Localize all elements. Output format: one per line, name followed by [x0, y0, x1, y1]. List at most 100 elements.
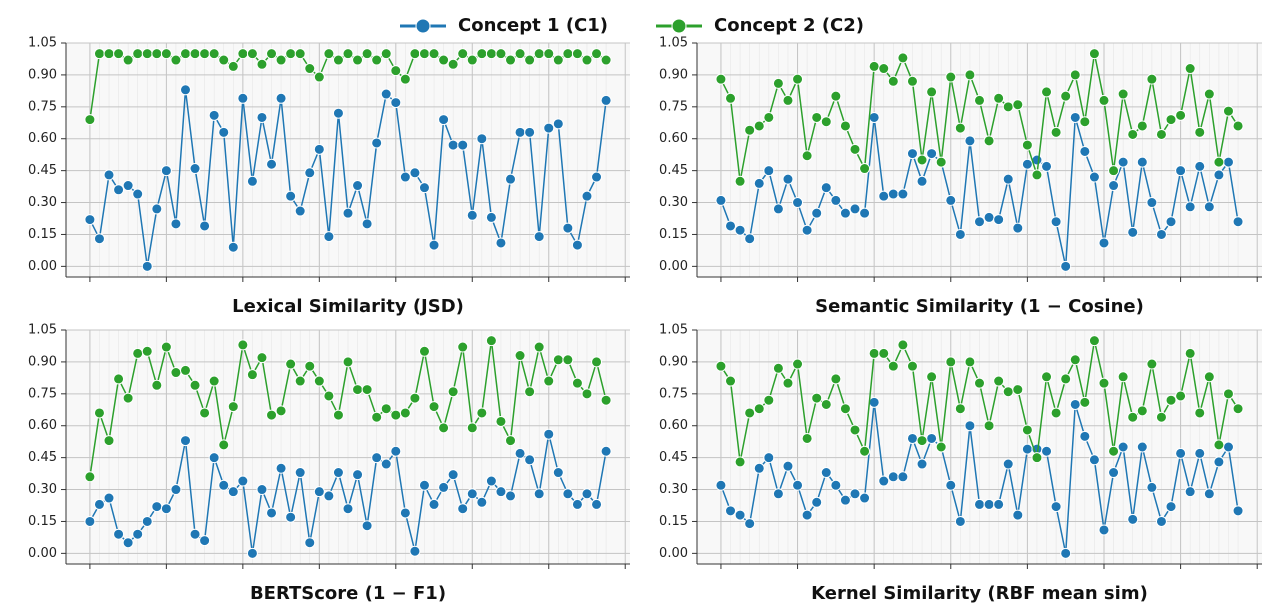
data-point	[380, 403, 392, 415]
data-point	[132, 48, 144, 60]
data-point	[1127, 411, 1139, 423]
data-point	[495, 237, 507, 249]
data-point	[266, 409, 278, 421]
data-point	[371, 54, 383, 66]
data-point	[514, 447, 526, 459]
data-point	[1098, 94, 1110, 106]
data-point	[830, 90, 842, 102]
data-point	[945, 479, 957, 491]
data-point	[428, 48, 440, 60]
data-point	[313, 375, 325, 387]
data-point	[294, 48, 306, 60]
data-point	[1222, 388, 1234, 400]
data-point	[103, 169, 115, 181]
data-point	[332, 107, 344, 119]
data-point	[859, 207, 871, 219]
data-point	[266, 158, 278, 170]
data-point	[1232, 120, 1244, 132]
data-point	[256, 58, 268, 70]
data-point	[476, 407, 488, 419]
data-point	[399, 507, 411, 519]
data-point	[390, 65, 402, 77]
data-point	[505, 490, 517, 502]
data-point	[323, 490, 335, 502]
data-point	[1155, 411, 1167, 423]
data-point	[256, 352, 268, 364]
data-point	[1069, 354, 1081, 366]
data-point	[399, 171, 411, 183]
data-point	[371, 411, 383, 423]
data-point	[1165, 114, 1177, 126]
data-point	[246, 175, 258, 187]
data-point	[524, 126, 536, 138]
y-tick-label: 0.75	[659, 386, 688, 401]
data-point	[227, 401, 239, 413]
data-point	[304, 167, 316, 179]
y-tick-label: 0.45	[28, 450, 57, 465]
data-point	[447, 139, 459, 151]
data-point	[179, 435, 191, 447]
data-point	[380, 458, 392, 470]
legend-label: Concept 2 (C2)	[714, 15, 864, 36]
data-point	[792, 73, 804, 85]
data-point	[1184, 347, 1196, 359]
data-point	[237, 475, 249, 487]
data-point	[993, 214, 1005, 226]
data-point	[868, 396, 880, 408]
data-point	[964, 356, 976, 368]
data-point	[1108, 180, 1120, 192]
data-point	[811, 392, 823, 404]
data-point	[1060, 373, 1072, 385]
data-point	[524, 54, 536, 66]
data-point	[1050, 407, 1062, 419]
data-point	[227, 486, 239, 498]
y-tick-label: 0.75	[659, 99, 688, 114]
data-point	[1136, 405, 1148, 417]
data-point	[1203, 371, 1215, 383]
data-point	[897, 471, 909, 483]
data-point	[878, 63, 890, 75]
data-point	[533, 48, 545, 60]
data-point	[1127, 128, 1139, 140]
data-point	[1050, 126, 1062, 138]
data-point	[170, 367, 182, 379]
data-point	[237, 92, 249, 104]
data-point	[352, 384, 364, 396]
data-point	[868, 347, 880, 359]
data-point	[830, 373, 842, 385]
data-point	[1050, 501, 1062, 513]
y-tick-label: 0.45	[659, 450, 688, 465]
data-point	[725, 375, 737, 387]
data-point	[332, 467, 344, 479]
data-point	[753, 120, 765, 132]
data-point	[1002, 458, 1014, 470]
data-point	[1088, 171, 1100, 183]
data-point	[485, 335, 497, 347]
data-point	[409, 392, 421, 404]
data-point	[294, 205, 306, 217]
data-point	[820, 116, 832, 128]
data-point	[916, 154, 928, 166]
data-point	[945, 194, 957, 206]
data-point	[725, 92, 737, 104]
data-point	[1136, 120, 1148, 132]
data-point	[151, 48, 163, 60]
data-point	[84, 471, 96, 483]
data-point	[1165, 216, 1177, 228]
data-point	[993, 498, 1005, 510]
data-point	[983, 498, 995, 510]
data-point	[218, 54, 230, 66]
data-point	[170, 54, 182, 66]
data-point	[887, 75, 899, 87]
data-point	[1041, 445, 1053, 457]
data-point	[581, 54, 593, 66]
data-point	[533, 341, 545, 353]
y-tick-label: 0.90	[659, 354, 688, 369]
data-point	[734, 509, 746, 521]
data-point	[93, 233, 105, 245]
data-point	[926, 86, 938, 98]
data-point	[974, 216, 985, 228]
y-tick-label: 0.15	[28, 514, 57, 529]
data-point	[591, 171, 603, 183]
data-point	[945, 356, 957, 368]
